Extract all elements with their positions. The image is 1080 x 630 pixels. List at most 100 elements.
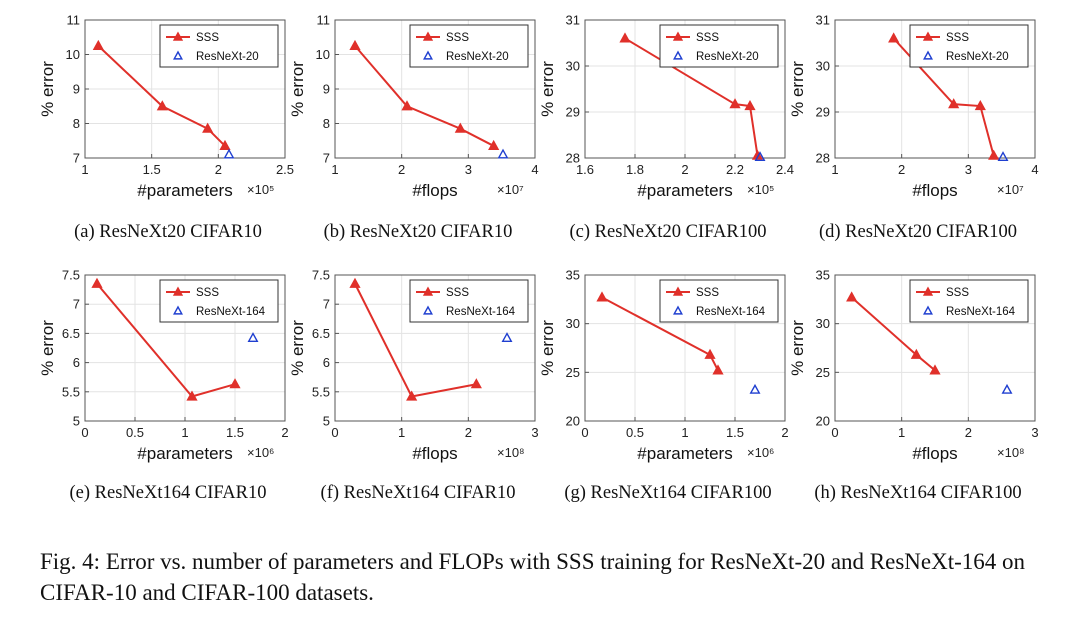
x-tick-label: 4 bbox=[531, 162, 538, 177]
legend-box bbox=[409, 279, 529, 323]
sss-point bbox=[186, 390, 198, 401]
x-tick-label: 1 bbox=[81, 162, 88, 177]
legend-baseline-label: ResNeXt-20 bbox=[446, 51, 509, 63]
x-tick-label: 2.2 bbox=[726, 162, 744, 177]
chart-panel-3: 1 2 3 4 28 29 30 31 #flops % error ×10⁷ SSS ResNeXt-… bbox=[788, 13, 1039, 243]
legend-sss-marker bbox=[172, 286, 184, 296]
sss-point bbox=[92, 39, 104, 50]
y-tick-label: 30 bbox=[566, 316, 580, 331]
y-tick-label: 8 bbox=[73, 116, 80, 131]
subcaption: (h) ResNeXt164 CIFAR100 bbox=[814, 483, 1021, 503]
sss-point bbox=[729, 98, 741, 109]
y-tick-label: 10 bbox=[316, 47, 330, 62]
x-tick-label: 2.4 bbox=[776, 162, 794, 177]
sss-point bbox=[974, 99, 986, 111]
y-tick-label: 5 bbox=[323, 414, 330, 429]
sss-point bbox=[349, 39, 361, 50]
x-tick-label: 3 bbox=[965, 162, 972, 177]
legend-box bbox=[159, 279, 279, 323]
x-axis-exponent: ×10⁵ bbox=[247, 182, 274, 197]
sss-point bbox=[401, 100, 413, 111]
legend-sss-marker bbox=[672, 286, 684, 296]
x-tick-label: 0.5 bbox=[626, 425, 644, 440]
sss-point bbox=[744, 99, 756, 111]
y-tick-label: 28 bbox=[816, 151, 830, 166]
y-axis-label: % error bbox=[538, 320, 557, 376]
y-tick-label: 7 bbox=[73, 297, 80, 312]
y-tick-label: 35 bbox=[816, 268, 830, 283]
legend-baseline-marker bbox=[923, 50, 933, 60]
baseline-point bbox=[497, 148, 509, 159]
sss-point bbox=[988, 149, 1000, 160]
chart-panel-4: 0 0.5 1 1.5 2 5 5.5 6 6.5 7 7.5 #parameters % error ×… bbox=[38, 268, 289, 504]
legend-baseline-marker bbox=[423, 305, 433, 315]
axes-box bbox=[834, 19, 1036, 159]
legend: SSS ResNeXt-164 bbox=[909, 279, 1029, 323]
legend-sss-label: SSS bbox=[946, 287, 969, 299]
legend-box bbox=[909, 24, 1029, 68]
subcaption: (g) ResNeXt164 CIFAR100 bbox=[564, 483, 771, 503]
sss-series-line bbox=[624, 37, 759, 156]
y-tick-label: 7 bbox=[323, 297, 330, 312]
legend-box bbox=[659, 24, 779, 68]
x-tick-label: 2 bbox=[215, 162, 222, 177]
legend: SSS ResNeXt-164 bbox=[409, 279, 529, 323]
legend-box bbox=[159, 24, 279, 68]
x-tick-label: 0 bbox=[581, 425, 588, 440]
x-axis-exponent: ×10⁸ bbox=[497, 445, 525, 460]
x-tick-label: 3 bbox=[465, 162, 472, 177]
y-tick-label: 25 bbox=[816, 365, 830, 380]
x-axis-label: #parameters bbox=[137, 444, 232, 463]
y-axis-label: % error bbox=[788, 61, 807, 117]
legend-box bbox=[409, 24, 529, 68]
x-tick-label: 2 bbox=[465, 425, 472, 440]
figure-caption: Fig. 4: Error vs. number of parameters a… bbox=[40, 549, 1026, 605]
legend-baseline-label: ResNeXt-164 bbox=[196, 306, 266, 318]
sss-point bbox=[846, 291, 858, 302]
sss-series-line bbox=[97, 45, 226, 147]
y-tick-label: 6 bbox=[73, 355, 80, 370]
x-axis-exponent: ×10⁵ bbox=[747, 182, 774, 197]
x-tick-label: 1.8 bbox=[626, 162, 644, 177]
sss-point bbox=[751, 149, 764, 160]
x-axis-exponent: ×10⁷ bbox=[497, 182, 524, 197]
x-tick-label: 2.5 bbox=[276, 162, 294, 177]
y-tick-label: 11 bbox=[67, 13, 81, 28]
x-axis-label: #flops bbox=[912, 181, 957, 200]
x-tick-label: 2 bbox=[398, 162, 405, 177]
y-tick-label: 29 bbox=[566, 105, 580, 120]
y-tick-label: 7 bbox=[323, 151, 330, 166]
sss-point bbox=[349, 277, 361, 288]
y-tick-label: 8 bbox=[323, 116, 330, 131]
legend: SSS ResNeXt-20 bbox=[159, 24, 279, 68]
x-tick-label: 1 bbox=[331, 162, 338, 177]
baseline-point bbox=[997, 151, 1009, 162]
sss-point bbox=[596, 291, 608, 302]
x-tick-label: 2 bbox=[281, 425, 288, 440]
baseline-point bbox=[754, 151, 766, 162]
x-tick-label: 1 bbox=[681, 425, 688, 440]
legend-sss-marker bbox=[422, 31, 434, 41]
subcaption: (b) ResNeXt20 CIFAR10 bbox=[324, 222, 513, 242]
y-tick-label: 6.5 bbox=[62, 326, 80, 341]
sss-point bbox=[948, 98, 960, 109]
y-tick-label: 25 bbox=[566, 365, 580, 380]
y-axis-label: % error bbox=[38, 61, 57, 117]
subcaption: (f) ResNeXt164 CIFAR10 bbox=[321, 483, 516, 503]
legend-baseline-label: ResNeXt-20 bbox=[696, 51, 759, 63]
legend-sss-marker bbox=[172, 31, 184, 41]
x-tick-label: 0 bbox=[831, 425, 838, 440]
legend-baseline-label: ResNeXt-20 bbox=[196, 51, 259, 63]
legend: SSS ResNeXt-164 bbox=[659, 279, 779, 323]
baseline-point bbox=[223, 148, 235, 159]
x-axis-label: #flops bbox=[412, 181, 457, 200]
x-axis-exponent: ×10⁶ bbox=[747, 445, 774, 460]
x-tick-label: 1 bbox=[898, 425, 905, 440]
legend-box bbox=[909, 279, 1029, 323]
x-tick-label: 1 bbox=[398, 425, 405, 440]
subcaption: (e) ResNeXt164 CIFAR10 bbox=[70, 483, 267, 503]
y-tick-label: 7.5 bbox=[62, 268, 80, 283]
legend-baseline-marker bbox=[673, 305, 683, 315]
x-tick-label: 0.5 bbox=[126, 425, 144, 440]
